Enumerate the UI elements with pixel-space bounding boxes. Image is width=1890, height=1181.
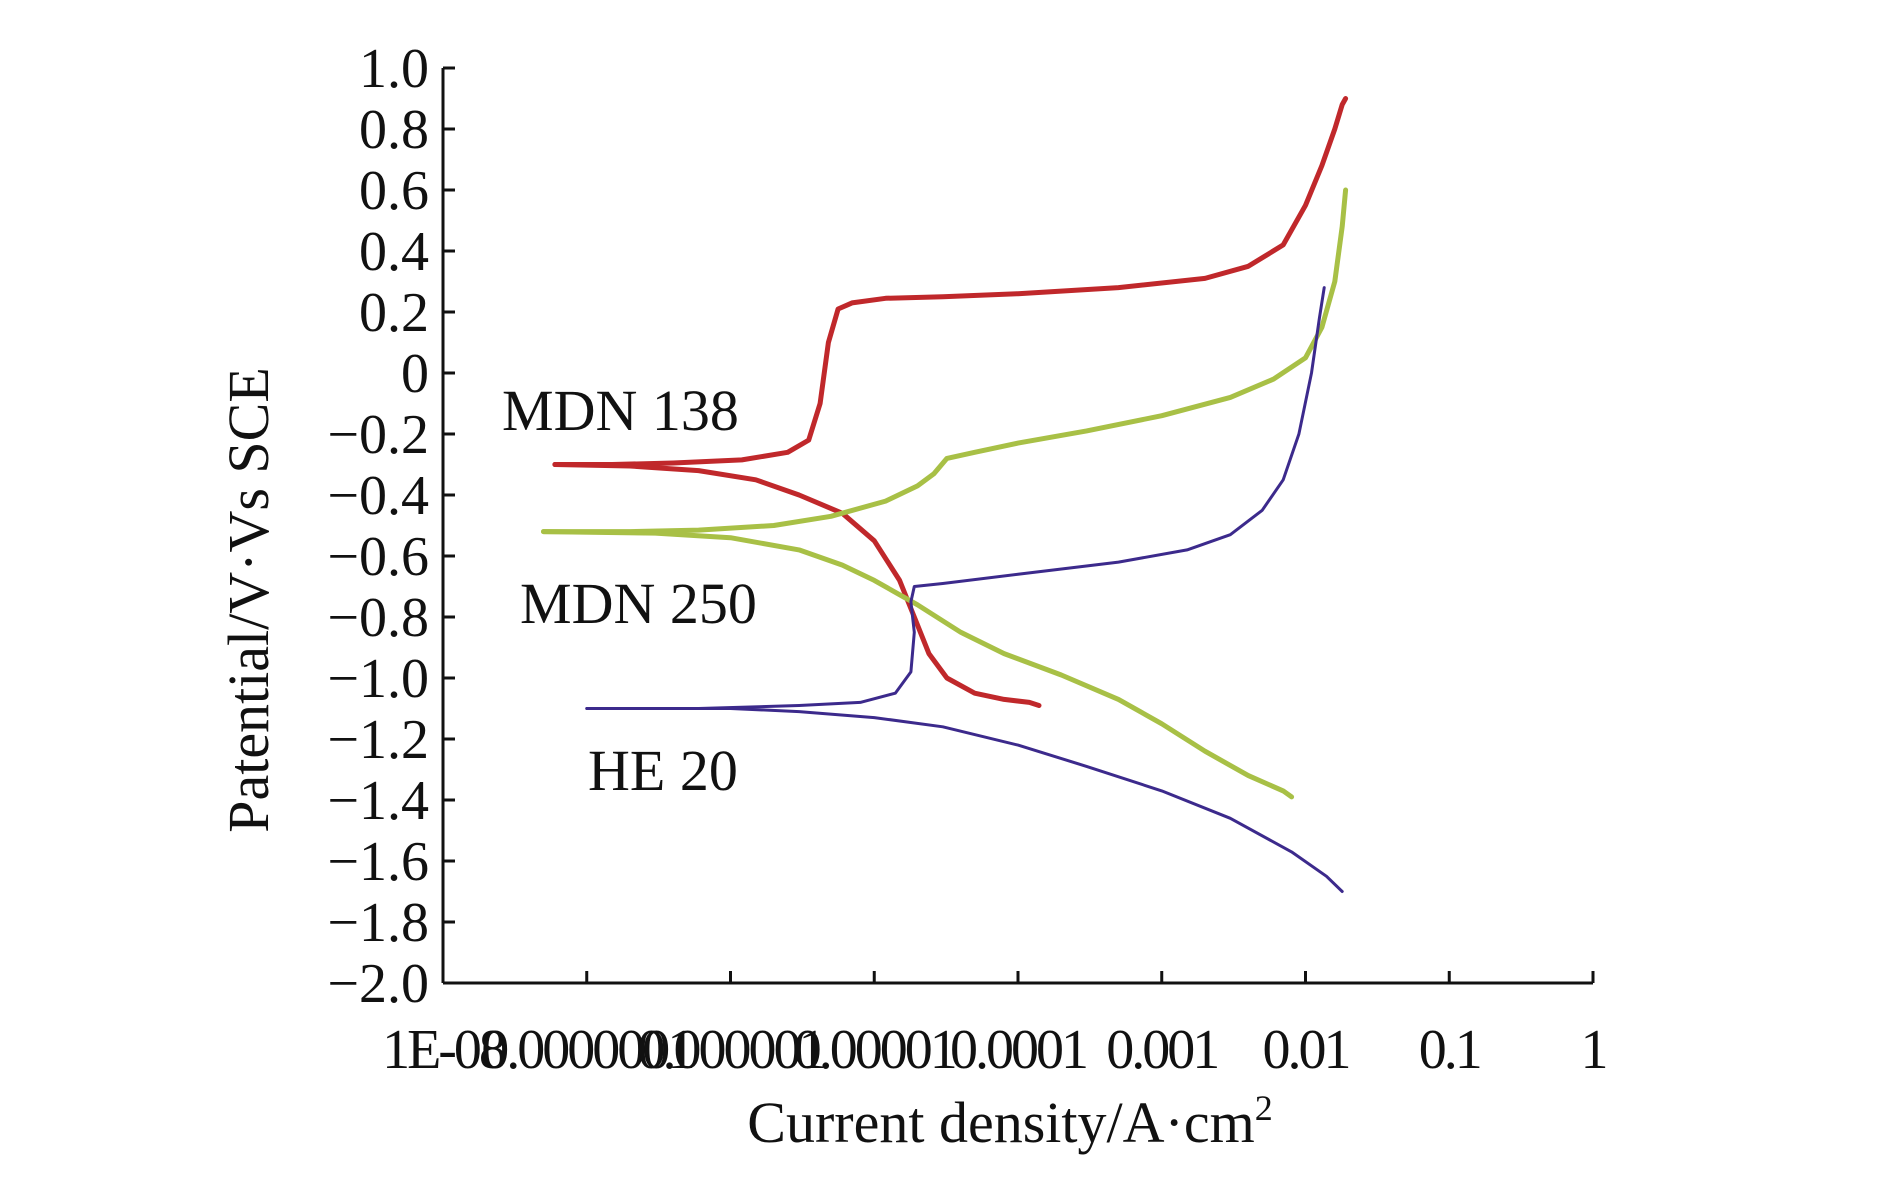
y-tick-label: 0.6 xyxy=(359,160,429,222)
y-tick-label: −0.6 xyxy=(327,526,429,588)
series-label-he20: HE 20 xyxy=(588,738,738,803)
series-mdn250-anodic-line xyxy=(541,187,1349,535)
curves-layer xyxy=(541,96,1349,893)
x-tick-label: 0.0001 xyxy=(950,1019,1086,1081)
y-axis-title: Patential/V·Vs SCE xyxy=(216,367,281,833)
y-tick-label: −0.4 xyxy=(327,465,429,527)
plot-area xyxy=(440,70,1585,980)
series-he20-cathodic-line xyxy=(585,707,1344,893)
x-tick-label: 0.001 xyxy=(1106,1019,1217,1081)
y-tick-label: 0.4 xyxy=(359,221,429,283)
x-axis-title-superscript: 2 xyxy=(1255,1088,1273,1128)
y-tick-label: −1.8 xyxy=(327,892,429,954)
y-tick-label: 0.8 xyxy=(359,99,429,161)
y-tick-label: −1.0 xyxy=(327,648,429,710)
series-label-mdn250: MDN 250 xyxy=(520,571,757,636)
y-tick-label: −1.4 xyxy=(327,770,429,832)
series-he20-anodic-line xyxy=(585,286,1326,710)
x-tick-label: 0.01 xyxy=(1263,1019,1349,1081)
series-labels: MDN 138 MDN 250 HE 20 xyxy=(502,378,757,803)
series-mdn250-cathodic-line xyxy=(541,529,1295,800)
x-tick-label: 0.0000001 xyxy=(481,1019,692,1081)
series-label-mdn138: MDN 138 xyxy=(502,378,739,443)
y-tick-label: −2.0 xyxy=(327,953,429,1015)
x-tick-label: 0.000001 xyxy=(638,1019,824,1081)
x-tick-label: 1E-08 xyxy=(382,1019,505,1081)
series-mdn138-cathodic-line xyxy=(552,462,1042,708)
y-tick-label: −1.2 xyxy=(327,709,429,771)
y-tick-label: 1.0 xyxy=(359,38,429,100)
x-axis-title: Current density/A·cm2 xyxy=(747,1088,1272,1155)
y-tick-label: −1.6 xyxy=(327,831,429,893)
y-ticks: 1.00.80.60.40.20−0.2−0.4−0.6−0.8−1.0−1.2… xyxy=(327,38,455,1015)
y-tick-label: −0.2 xyxy=(327,404,429,466)
y-tick-label: 0.2 xyxy=(359,282,429,344)
axis-titles: Current density/A·cm2 Patential/V·Vs SCE xyxy=(216,367,1273,1155)
y-tick-label: −0.8 xyxy=(327,587,429,649)
x-tick-label: 0.1 xyxy=(1419,1019,1480,1081)
y-tick-label: 0 xyxy=(401,343,429,405)
x-tick-label: 0.00001 xyxy=(794,1019,955,1081)
x-tick-label: 1 xyxy=(1581,1019,1606,1081)
series-mdn138-anodic-line xyxy=(552,96,1349,467)
